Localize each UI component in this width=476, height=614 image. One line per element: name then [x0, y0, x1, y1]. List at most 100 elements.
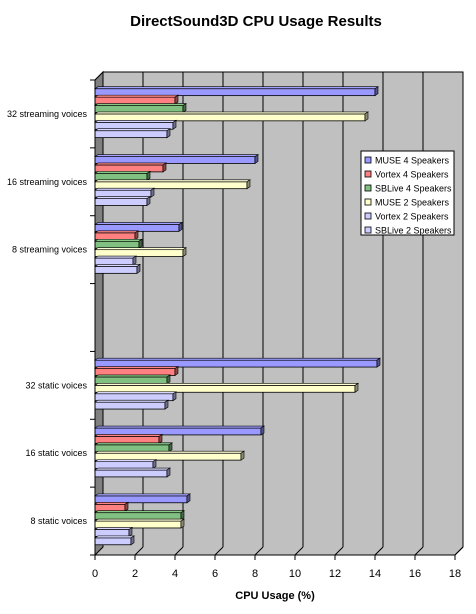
bar-end — [180, 510, 185, 521]
bar-end — [168, 442, 173, 453]
bar-front — [94, 469, 168, 478]
bar-end — [182, 247, 187, 258]
bar-top — [94, 399, 169, 403]
bar-front — [94, 232, 136, 241]
bar — [94, 162, 167, 173]
bar-top — [94, 467, 171, 471]
bar — [94, 221, 183, 232]
bar-top — [94, 434, 163, 437]
x-tick-label: 0 — [92, 568, 98, 580]
bar — [94, 442, 173, 453]
bar-end — [376, 357, 381, 368]
bar-front — [94, 512, 182, 520]
bar — [94, 433, 163, 444]
bar-top — [94, 179, 251, 183]
bar-end — [254, 154, 259, 165]
bar-top — [94, 510, 185, 513]
bar — [94, 535, 135, 546]
bar — [94, 119, 177, 130]
legend-swatch — [364, 226, 372, 234]
bar-front — [94, 113, 366, 122]
bar-top — [94, 94, 179, 98]
bar-front — [94, 130, 168, 139]
bar — [94, 154, 259, 165]
gridline-diag — [294, 546, 304, 556]
bar-end — [152, 459, 157, 470]
bar — [94, 399, 169, 410]
bar — [94, 196, 151, 207]
gridline-diag — [174, 546, 184, 556]
bar-front — [94, 503, 126, 512]
legend: MUSE 4 Speakers Vortex 4 Speakers SBLive 4… — [360, 150, 455, 236]
bar — [94, 255, 137, 266]
bar — [94, 526, 133, 537]
bar-top — [94, 247, 187, 250]
bar-top — [94, 425, 265, 429]
legend-item: MUSE 4 Speakers — [375, 156, 450, 166]
bar-top — [94, 171, 151, 174]
bar-front — [94, 181, 248, 190]
bar-front — [94, 359, 378, 368]
bar-end — [138, 238, 143, 249]
bar-top — [94, 120, 177, 123]
legend-box — [360, 150, 455, 236]
bar-end — [364, 111, 369, 122]
x-tick-label: 6 — [212, 568, 218, 580]
bar — [94, 128, 171, 139]
bar — [94, 357, 381, 368]
bar-front — [94, 266, 138, 274]
gridline-diag — [334, 546, 344, 556]
bar-front — [94, 96, 176, 105]
bar — [94, 111, 369, 122]
bar-front — [94, 401, 166, 410]
back-wall — [94, 71, 464, 556]
bar-end — [130, 535, 135, 546]
bar-top — [94, 111, 369, 115]
plot-area — [94, 70, 464, 557]
bar-end — [178, 221, 183, 232]
x-axis-label: CPU Usage (%) — [235, 590, 315, 602]
legend-item: Vortex 4 Speakers — [375, 170, 449, 180]
bar-front — [94, 172, 148, 181]
bar — [94, 510, 185, 521]
legend-item: SBLive 2 Speakers — [375, 226, 452, 236]
bar-end — [174, 365, 179, 377]
bar-end — [246, 179, 251, 190]
bar-front — [94, 189, 152, 198]
bar-front — [94, 495, 188, 504]
bar — [94, 238, 143, 249]
bar-end — [174, 94, 179, 105]
bar-front — [94, 537, 132, 546]
bar-top — [94, 518, 185, 522]
x-tick-label: 8 — [252, 568, 258, 580]
bar-top — [94, 501, 129, 505]
gridline-diag — [214, 546, 224, 556]
legend-item: Vortex 2 Speakers — [375, 212, 449, 222]
bar-top — [94, 128, 171, 132]
legend-swatch — [364, 184, 372, 192]
axes: 0 2 4 6 8 10 12 14 16 18 32 streaming voices 16 str… — [7, 79, 461, 580]
side-wall — [94, 70, 104, 557]
x-tick-label: 4 — [172, 568, 178, 580]
bar — [94, 94, 179, 105]
bar-end — [158, 433, 163, 444]
bar — [94, 382, 359, 393]
bar-front — [94, 461, 154, 469]
category-label: 8 static voices — [30, 516, 87, 526]
bar — [94, 247, 187, 258]
legend-swatch — [364, 156, 372, 164]
bars — [94, 86, 381, 546]
bar-top — [94, 493, 191, 497]
bar-end — [172, 119, 177, 130]
bar-end — [182, 102, 187, 113]
bar-front — [94, 520, 182, 529]
x-tick-label: 18 — [449, 568, 461, 580]
bar — [94, 187, 155, 198]
bar-top — [94, 383, 359, 386]
bar-end — [136, 263, 141, 274]
legend-item: SBLive 4 Speakers — [375, 184, 452, 194]
bar-top — [94, 187, 155, 191]
category-label: 32 static voices — [25, 380, 87, 390]
category-label: 16 streaming voices — [7, 177, 88, 187]
bar-end — [124, 501, 129, 512]
